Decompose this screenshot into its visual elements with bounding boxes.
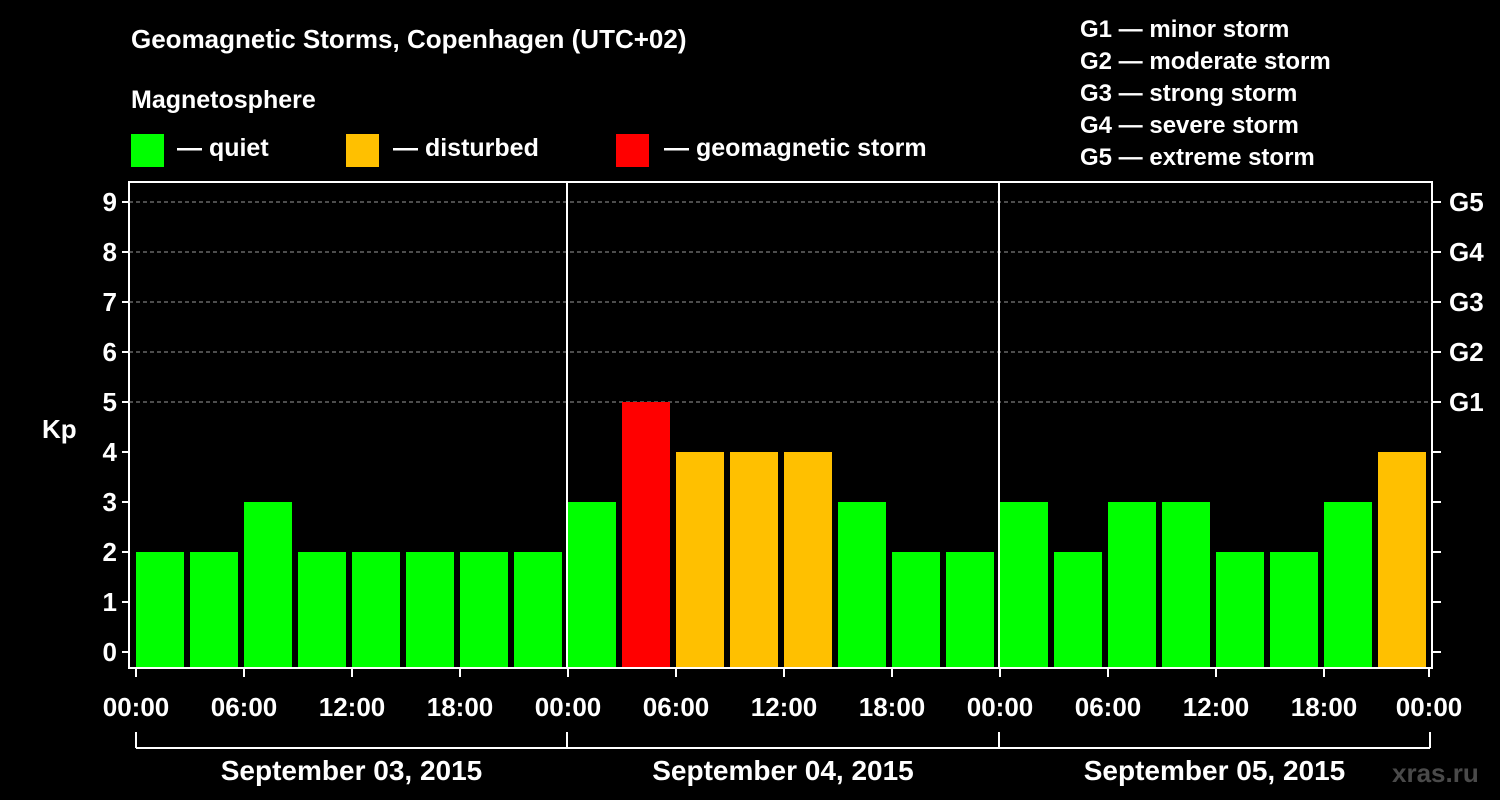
kp-bar <box>784 452 832 667</box>
x-tick-label: 18:00 <box>859 692 926 722</box>
x-tick-label: 00:00 <box>103 692 170 722</box>
storm-swatch <box>616 134 649 167</box>
chart-title: Geomagnetic Storms, Copenhagen (UTC+02) <box>131 24 687 54</box>
kp-bar <box>1162 502 1210 667</box>
y-tick-label: 5 <box>103 387 117 417</box>
g3-description: G3 — strong storm <box>1080 80 1298 107</box>
kp-bar <box>1216 552 1264 667</box>
date-label: September 05, 2015 <box>1084 755 1346 786</box>
kp-bar <box>892 552 940 667</box>
kp-bar <box>298 552 346 667</box>
kp-bar <box>730 452 778 667</box>
date-label: September 04, 2015 <box>652 755 914 786</box>
kp-bar <box>1108 502 1156 667</box>
y-tick-label: 2 <box>103 537 117 567</box>
y-tick-label: 3 <box>103 487 117 517</box>
g-level-label: G4 <box>1449 237 1484 267</box>
x-tick-label: 12:00 <box>319 692 386 722</box>
g-level-label: G1 <box>1449 387 1484 417</box>
x-tick-label: 00:00 <box>1396 692 1463 722</box>
y-axis-label: Kp <box>42 414 77 444</box>
g2-description: G2 — moderate storm <box>1080 48 1331 75</box>
x-tick-label: 00:00 <box>535 692 602 722</box>
y-tick-label: 1 <box>103 587 117 617</box>
kp-bar <box>838 502 886 667</box>
kp-bar <box>244 502 292 667</box>
x-tick-label: 06:00 <box>643 692 710 722</box>
kp-bar <box>1378 452 1426 667</box>
kp-bar <box>460 552 508 667</box>
kp-bar <box>1270 552 1318 667</box>
legend-quiet-label: — quiet <box>177 134 269 162</box>
disturbed-swatch <box>346 134 379 167</box>
x-tick-label: 12:00 <box>1183 692 1250 722</box>
kp-bar <box>1000 502 1048 667</box>
legend-storm-label: — geomagnetic storm <box>664 134 927 162</box>
x-tick-label: 00:00 <box>967 692 1034 722</box>
g1-description: G1 — minor storm <box>1080 16 1290 43</box>
x-tick-label: 12:00 <box>751 692 818 722</box>
watermark: xras.ru <box>1392 758 1479 788</box>
y-tick-label: 7 <box>103 287 117 317</box>
g-level-label: G5 <box>1449 187 1484 217</box>
kp-bar <box>622 402 670 667</box>
plot-frame <box>128 181 1433 669</box>
y-tick-label: 0 <box>103 637 117 667</box>
kp-bar <box>568 502 616 667</box>
x-tick-label: 06:00 <box>211 692 278 722</box>
x-tick-label: 06:00 <box>1075 692 1142 722</box>
g5-description: G5 — extreme storm <box>1080 144 1315 171</box>
kp-bar <box>676 452 724 667</box>
date-label: September 03, 2015 <box>221 755 483 786</box>
y-tick-label: 4 <box>103 437 118 467</box>
y-tick-label: 8 <box>103 237 117 267</box>
kp-bar <box>406 552 454 667</box>
kp-bar <box>1054 552 1102 667</box>
g4-description: G4 — severe storm <box>1080 112 1299 139</box>
kp-bar <box>190 552 238 667</box>
y-tick-label: 9 <box>103 187 117 217</box>
legend-disturbed-label: — disturbed <box>393 134 539 162</box>
g-level-label: G3 <box>1449 287 1484 317</box>
g-level-label: G2 <box>1449 337 1484 367</box>
kp-bar <box>352 552 400 667</box>
x-tick-label: 18:00 <box>1291 692 1358 722</box>
kp-bar <box>946 552 994 667</box>
kp-bar <box>514 552 562 667</box>
kp-bar <box>1324 502 1372 667</box>
x-tick-label: 18:00 <box>427 692 494 722</box>
legend-heading: Magnetosphere <box>131 86 316 114</box>
kp-bar <box>136 552 184 667</box>
y-tick-label: 6 <box>103 337 117 367</box>
quiet-swatch <box>131 134 164 167</box>
